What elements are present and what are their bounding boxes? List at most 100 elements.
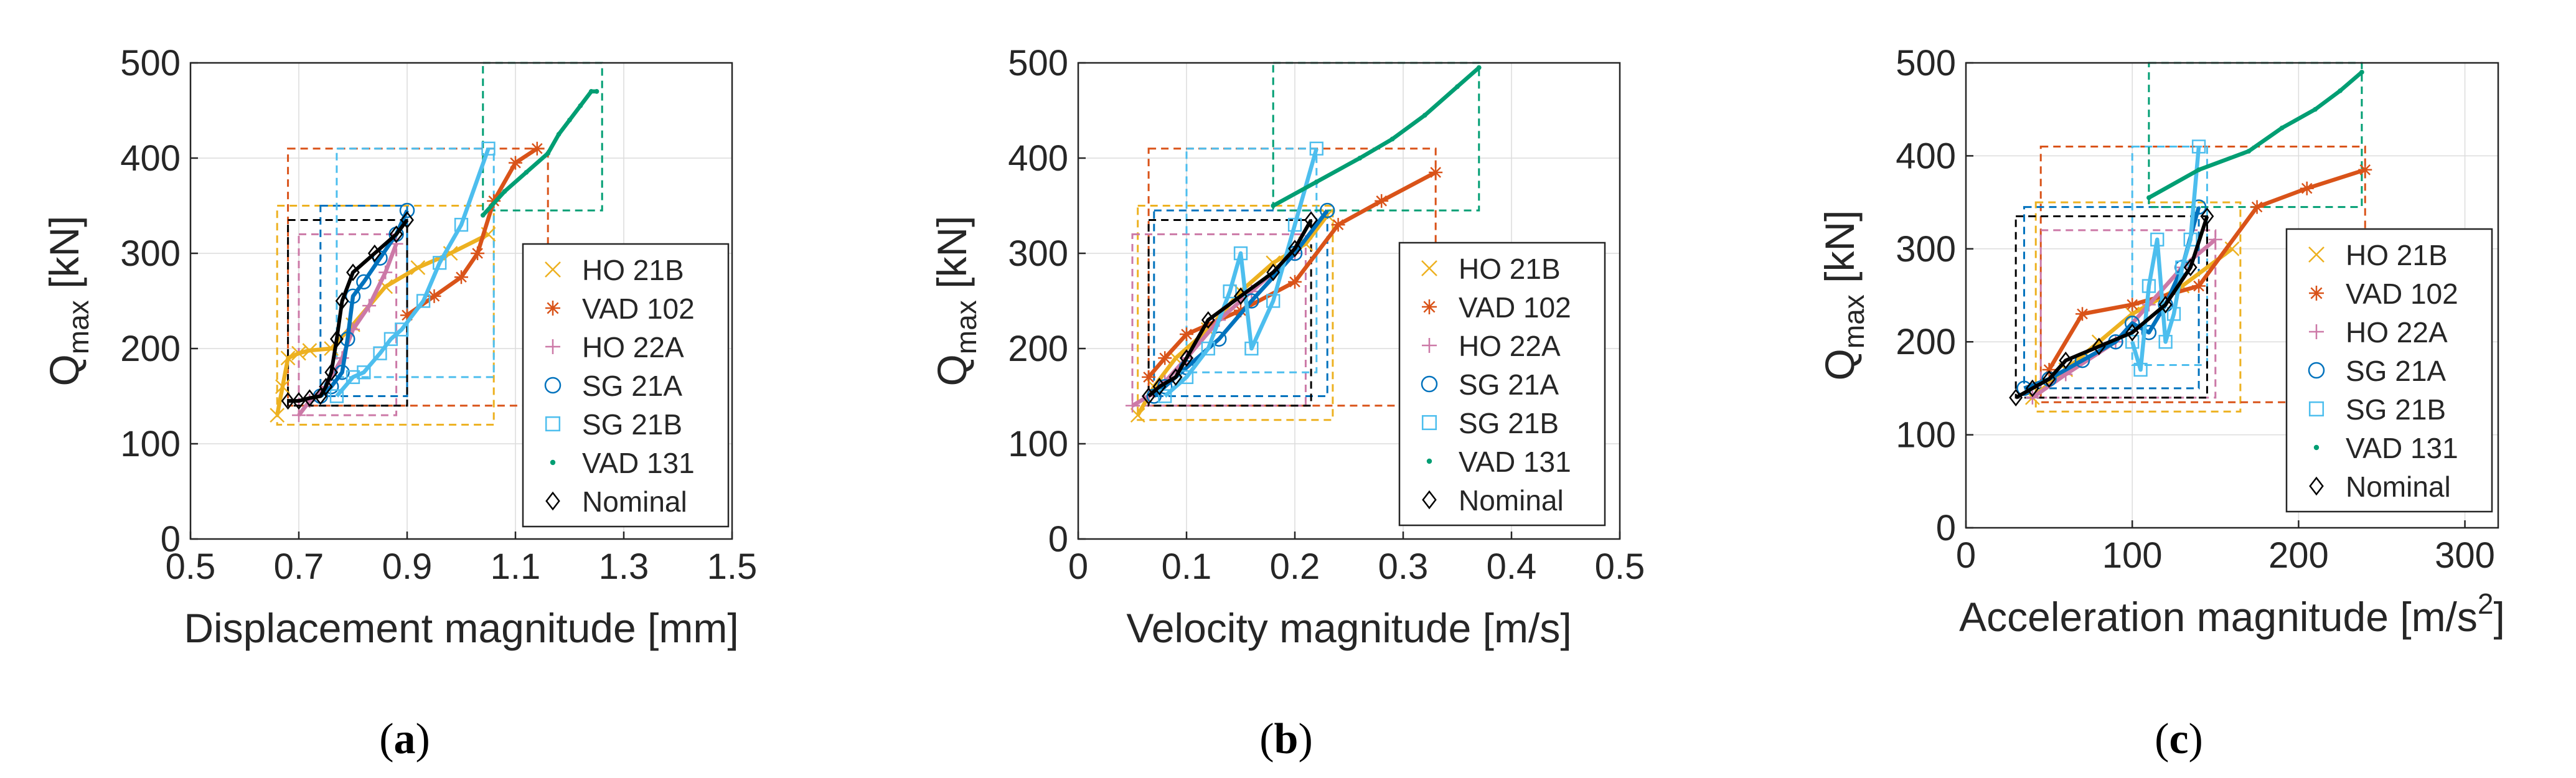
legend-label: SG 21A: [582, 370, 682, 402]
y-tick-label: 400: [120, 138, 181, 179]
data-point: [1158, 389, 1172, 403]
legend-marker: [2309, 286, 2324, 301]
data-point: [1234, 303, 1248, 317]
data-point: [389, 225, 403, 243]
x-tick-label: 300: [2435, 535, 2495, 576]
data-point: [1375, 194, 1389, 208]
legend-item: Nominal: [1422, 484, 1564, 517]
range-box-vad-131: [482, 62, 603, 212]
data-point: [2075, 307, 2090, 321]
data-point: [530, 141, 544, 156]
x-tick-label: 0.3: [1378, 546, 1429, 587]
y-axis: 0 100 200 300 400 500: [120, 43, 198, 560]
series-line: [1147, 218, 1313, 398]
data-point: [324, 363, 339, 382]
data-point: [454, 217, 469, 232]
data-point: [2196, 167, 2201, 172]
legend-label: VAD 131: [1459, 446, 1571, 478]
data-point: [302, 343, 317, 358]
legend-label: HO 22A: [1459, 330, 1561, 362]
data-point: [275, 379, 290, 395]
legend-item: SG 21A: [1421, 368, 1559, 401]
legend-label: VAD 102: [582, 293, 695, 325]
data-point: [1476, 65, 1482, 70]
data-point: [1331, 218, 1345, 232]
data-point: [1314, 179, 1319, 185]
data-point: [2191, 139, 2206, 154]
data-point: [1389, 136, 1395, 142]
data-point: [1288, 240, 1302, 258]
legend-item: Nominal: [545, 485, 687, 518]
legend-item: Nominal: [2309, 471, 2451, 503]
data-point: [1158, 351, 1172, 365]
legend-item: VAD 102: [2309, 278, 2458, 310]
legend-marker: [1421, 415, 1437, 431]
data-point: [2246, 149, 2252, 154]
data-point: [1244, 341, 1259, 356]
data-point: [362, 299, 377, 313]
data-point: [335, 292, 349, 310]
legend-label: HO 21B: [582, 254, 684, 286]
data-point: [373, 346, 387, 360]
legend-marker: [1422, 299, 1437, 314]
data-point: [2125, 335, 2140, 349]
y-axis: 0 100 200 300 400 500: [1008, 43, 1086, 560]
data-point: [1152, 378, 1167, 396]
data-point: [1266, 263, 1281, 281]
range-box-sg-21a: [1153, 209, 1328, 397]
legend-box: [1398, 241, 1606, 527]
legend-box: [2285, 228, 2493, 513]
series-nominal: [281, 211, 414, 410]
data-point: [399, 202, 415, 218]
legend-marker: [1422, 490, 1437, 510]
axes-frame: [189, 62, 733, 540]
x-tick-label: 1.3: [599, 546, 649, 587]
range-box-sg-21b: [1185, 148, 1318, 373]
y-axis-label: Qmax [kN]: [929, 216, 982, 387]
legend-label: SG 21A: [1459, 368, 1559, 401]
data-point: [340, 331, 355, 347]
series-line: [319, 209, 409, 398]
legend-label: HO 22A: [2346, 316, 2448, 349]
chart-panel-c: 0 100 200 300 0 100 200 300 400 500 Qmax [kN] Accel…: [1817, 43, 2505, 763]
legend-marker: [545, 261, 561, 278]
data-point: [588, 89, 594, 94]
panel-caption: (b): [1259, 715, 1313, 763]
data-point: [1223, 284, 1237, 299]
range-box-sg-21a: [2023, 206, 2200, 390]
data-point: [1201, 341, 1215, 356]
data-point: [2300, 181, 2314, 195]
data-point: [1180, 349, 1193, 367]
legend-item: VAD 131: [2313, 432, 2458, 464]
legend-label: VAD 131: [2346, 432, 2458, 464]
y-tick-label: 100: [120, 424, 181, 464]
data-point: [416, 294, 431, 308]
x-tick-label: 0.7: [274, 546, 324, 587]
data-point: [1266, 294, 1281, 308]
data-point: [329, 330, 344, 348]
data-point: [356, 274, 372, 290]
legend-label: Nominal: [1459, 484, 1564, 517]
data-point: [1271, 203, 1276, 209]
data-point: [357, 365, 371, 380]
x-axis: 0.5 0.7 0.9 1.1 1.3 1.5: [166, 532, 757, 587]
y-tick-label: 500: [1896, 43, 1956, 83]
data-point: [427, 289, 441, 303]
legend-item: SG 21B: [1421, 407, 1559, 439]
series-vad-102: [2042, 162, 2372, 377]
data-point: [303, 389, 317, 407]
axes-frame: [1965, 62, 2499, 529]
y-tick-label: 200: [1008, 329, 1068, 369]
data-point: [2183, 258, 2198, 276]
data-point: [1126, 398, 1139, 413]
series-line: [2023, 206, 2201, 390]
data-point: [2042, 363, 2056, 377]
data-point: [270, 408, 285, 423]
legend-item: HO 22A: [545, 331, 684, 363]
y-axis-label: Qmax [kN]: [41, 216, 95, 387]
x-tick-label: 0: [1956, 535, 1976, 576]
x-tick-label: 0.2: [1270, 546, 1320, 587]
range-box-sg-21b: [2131, 145, 2208, 367]
legend: HO 21B VAD 102 HO 22A SG 21A SG 21B VAD 131 No…: [2285, 228, 2493, 513]
